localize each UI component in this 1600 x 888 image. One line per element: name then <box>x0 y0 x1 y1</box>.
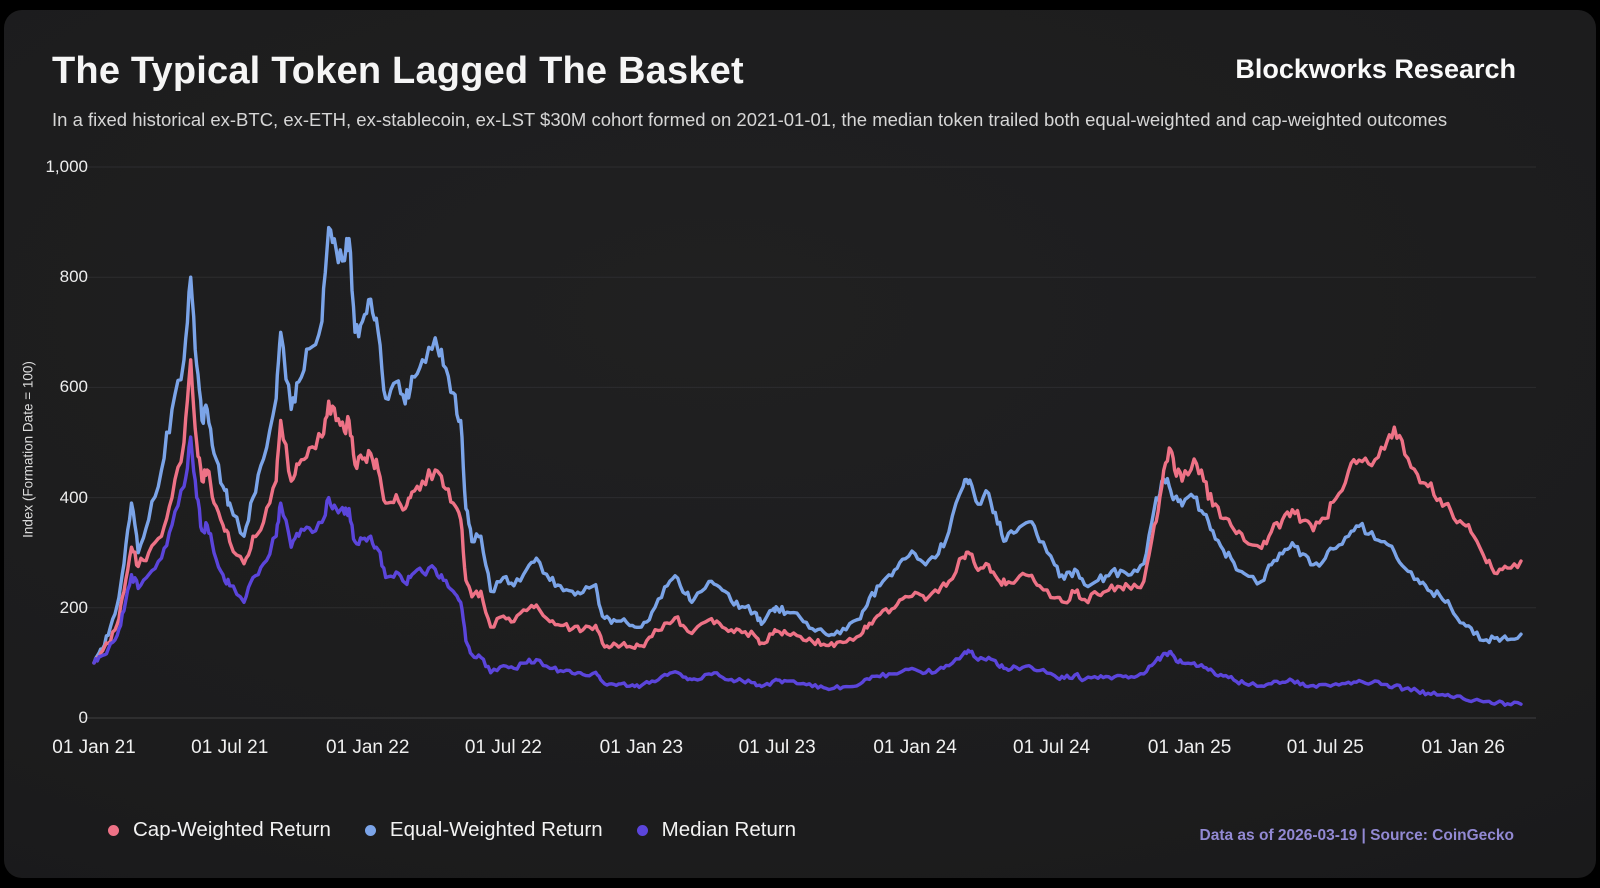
cap-weighted-dot-icon <box>108 824 119 836</box>
y-tick-label: 200 <box>59 597 88 617</box>
y-tick-label: 0 <box>78 708 88 727</box>
x-tick-label: 01 Jan 25 <box>1147 737 1232 758</box>
y-tick-label: 800 <box>59 267 88 287</box>
legend-label: Equal-Weighted Return <box>389 818 603 841</box>
page-title: The Typical Token Lagged The Basket <box>52 50 744 92</box>
x-tick-label: 01 Jul 25 <box>1286 737 1364 758</box>
median-dot-icon <box>636 824 648 836</box>
legend-label: Cap-Weighted Return <box>133 818 331 841</box>
line-chart <box>80 166 1536 719</box>
x-tick-label: 01 Jul 24 <box>1013 737 1091 758</box>
x-tick-label: 01 Jul 21 <box>191 737 269 758</box>
x-tick-label: 01 Jul 23 <box>738 737 816 758</box>
equal-weighted-dot-icon <box>364 824 376 836</box>
x-tick-label: 01 Jan 23 <box>599 737 684 758</box>
y-tick-label: 1,000 <box>45 157 88 176</box>
brand-logo: Blockworks Research <box>1235 54 1516 84</box>
x-tick-label: 01 Jan 21 <box>52 737 136 758</box>
chart-panel: The Typical Token Lagged The Basket Bloc… <box>4 10 1596 878</box>
data-source-attribution: Data as of 2026-03-19 | Source: CoinGeck… <box>1199 827 1514 844</box>
x-tick-label: 01 Jan 26 <box>1421 737 1505 758</box>
y-tick-label: 600 <box>59 377 88 397</box>
x-tick-label: 01 Jan 24 <box>873 737 957 758</box>
legend-label: Median Return <box>661 818 797 841</box>
legend-item-equal-weighted[interactable]: Equal-Weighted Return <box>364 818 603 842</box>
y-tick-label: 400 <box>59 487 88 507</box>
x-tick-label: 01 Jul 22 <box>464 737 542 758</box>
chart-legend: Cap-Weighted Return Equal-Weighted Retur… <box>108 818 796 842</box>
legend-item-cap-weighted[interactable]: Cap-Weighted Return <box>108 818 331 842</box>
chart-subtitle: In a fixed historical ex-BTC, ex-ETH, ex… <box>52 109 1448 130</box>
x-tick-label: 01 Jan 22 <box>325 737 410 758</box>
legend-item-median[interactable]: Median Return <box>636 818 797 842</box>
